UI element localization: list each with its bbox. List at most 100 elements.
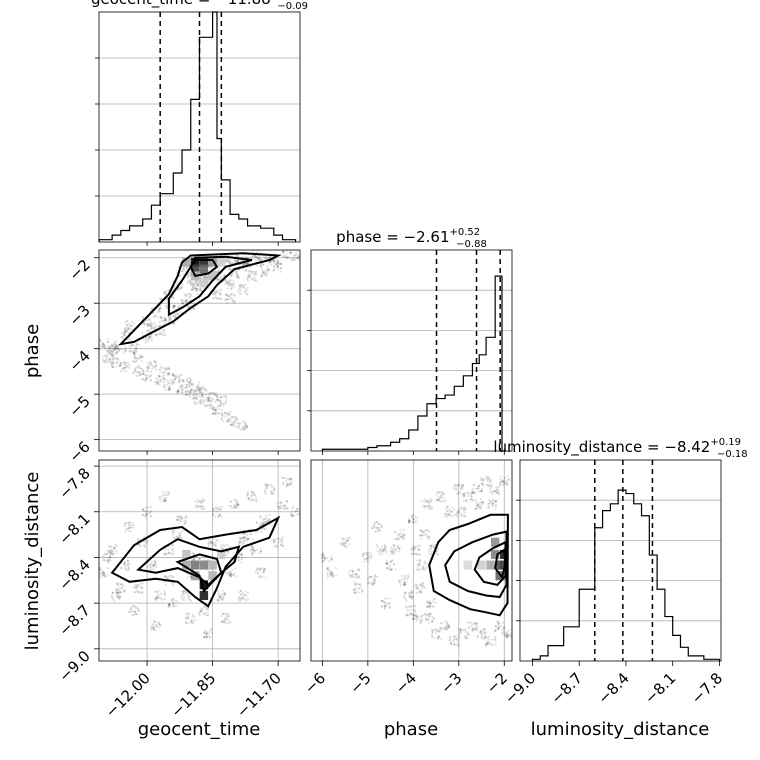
geocent-time-vs-phase-scatter-point — [209, 407, 212, 410]
geocent-time-vs-luminosity-distance-scatter-point — [257, 567, 260, 571]
geocent-time-vs-luminosity-distance-scatter-point — [134, 583, 137, 587]
geocent-time-vs-phase-scatter-point — [192, 302, 195, 305]
geocent-time-vs-phase-scatter-point — [254, 255, 258, 258]
geocent-time-vs-phase-scatter-point — [193, 287, 196, 290]
geocent-time-vs-phase-scatter-point — [204, 405, 207, 408]
geocent-time-vs-phase-scatter-point — [236, 418, 239, 421]
geocent-time-vs-luminosity-distance-scatter-point — [288, 484, 291, 487]
geocent-time-vs-phase-scatter-point — [171, 378, 174, 382]
geocent-time-vs-phase-scatter-point — [162, 333, 165, 337]
phase-vs-luminosity-distance-scatter-point — [321, 561, 324, 564]
geocent-time-vs-luminosity-distance-scatter-point — [163, 575, 167, 578]
geocent-time-vs-luminosity-distance-scatter-point — [252, 493, 255, 496]
geocent-time-vs-luminosity-distance-scatter-point — [288, 482, 291, 485]
geocent-time-vs-phase-scatter-point — [240, 292, 243, 296]
geocent-time-vs-phase-scatter-point — [229, 274, 233, 277]
geocent-time-vs-phase-scatter-point — [149, 374, 153, 377]
geocent-time-vs-luminosity-distance-scatter-point — [113, 599, 116, 602]
geocent-time-vs-phase-scatter-point — [214, 391, 217, 394]
phase-vs-luminosity-distance-scatter-point — [428, 548, 431, 551]
geocent-time-vs-phase-scatter-point — [105, 354, 108, 358]
geocent-time-vs-phase-scatter-point — [178, 304, 181, 307]
geocent-time-vs-phase-scatter-point — [188, 272, 191, 275]
phase-hist-title-plus: +0.52 — [450, 227, 481, 238]
geocent-time-vs-phase-scatter-point — [106, 350, 109, 353]
geocent-time-vs-phase-scatter-point — [154, 313, 157, 317]
phase-vs-luminosity-distance-scatter-point — [430, 544, 433, 547]
phase-vs-luminosity-distance-scatter-point — [443, 620, 446, 623]
phase-vs-luminosity-distance-scatter-point — [416, 568, 419, 571]
phase-vs-luminosity-distance-scatter-point — [396, 533, 399, 536]
geocent-time-vs-phase-scatter-point — [220, 412, 224, 415]
geocent-time-vs-phase-scatter-point — [217, 270, 220, 273]
geocent-time-vs-phase-scatter-point — [235, 260, 238, 263]
phase-vs-luminosity-distance-scatter-point — [379, 551, 382, 554]
geocent-time-vs-phase-scatter-point — [217, 278, 220, 281]
geocent-time-vs-phase-scatter-point — [229, 293, 233, 296]
geocent-time-vs-phase-scatter-point — [145, 338, 148, 341]
geocent-time-vs-phase-scatter-point — [236, 421, 239, 425]
phase-vs-luminosity-distance-scatter-point — [501, 479, 504, 483]
geocent-time-vs-phase-scatter-point — [149, 375, 152, 378]
geocent-time-vs-phase-scatter-point — [290, 251, 293, 254]
phase-vs-luminosity-distance-scatter-point — [448, 639, 451, 642]
geocent-time-vs-phase-scatter-point — [108, 349, 111, 352]
geocent-time-vs-luminosity-distance-scatter-point — [111, 553, 114, 556]
geocent-time-vs-phase-scatter-point — [132, 351, 136, 354]
geocent-time-vs-luminosity-distance-scatter-point — [211, 542, 214, 545]
geocent-time-vs-phase-scatter-point — [262, 270, 265, 274]
geocent-time-vs-luminosity-distance-scatter-point — [193, 500, 197, 503]
geocent-time-vs-luminosity-distance-scatter-point — [223, 544, 226, 547]
geocent-time-vs-luminosity-distance-scatter-point — [242, 536, 245, 539]
geocent-time-vs-luminosity-distance-scatter-point — [280, 543, 283, 546]
geocent-time-vs-phase-scatter-point — [191, 287, 195, 290]
geocent-time-vs-phase-scatter-point — [127, 338, 130, 341]
geocent-time-vs-luminosity-distance-scatter-point — [170, 599, 173, 602]
geocent-time-vs-luminosity-distance-scatter-point — [231, 573, 234, 576]
geocent-time-vs-phase-scatter-point — [168, 367, 171, 370]
phase-vs-luminosity-distance-scatter-point — [505, 633, 508, 636]
geocent-time-vs-luminosity-distance-scatter-point — [270, 490, 273, 493]
phase-vs-luminosity-distance-density-cell — [490, 537, 500, 547]
geocent-time-vs-luminosity-distance-scatter-point — [200, 610, 203, 613]
geocent-time-vs-phase-scatter-point — [208, 404, 212, 407]
geocent-time-vs-phase-scatter-point — [110, 362, 114, 365]
geocent-time-vs-phase-scatter-point — [192, 391, 195, 394]
geocent-time-vs-luminosity-distance-scatter-point — [263, 570, 266, 573]
phase-vs-luminosity-distance-scatter-point — [458, 637, 461, 640]
geocent-time-vs-luminosity-distance-scatter-point — [211, 542, 214, 545]
geocent-time-vs-phase-scatter-point — [200, 385, 204, 389]
geocent-time-vs-luminosity-distance-scatter-point — [251, 498, 254, 501]
geocent-time-vs-luminosity-distance-density-cell — [199, 591, 209, 601]
phase-vs-luminosity-distance-scatter-point — [457, 511, 460, 514]
phase-vs-luminosity-distance-scatter-point — [394, 548, 397, 551]
geocent-time-vs-luminosity-distance-scatter-point — [115, 588, 118, 591]
geocent-time-vs-phase-scatter-point — [198, 388, 201, 391]
geocent-time-vs-phase-scatter-point — [159, 332, 162, 335]
phase-vs-luminosity-distance-scatter-point — [491, 502, 494, 505]
geocent-time-vs-luminosity-distance-scatter-point — [219, 597, 222, 600]
geocent-time-vs-phase-scatter-point — [137, 343, 140, 347]
geocent-time-vs-luminosity-distance-scatter-point — [221, 547, 225, 550]
geocent-time-vs-luminosity-distance-scatter-point — [215, 539, 218, 542]
geocent-time-vs-phase-scatter-point — [160, 319, 163, 322]
geocent-time-vs-luminosity-distance-scatter-point — [240, 558, 243, 561]
phase-vs-luminosity-distance-scatter-point — [357, 583, 360, 586]
geocent-time-vs-phase-scatter-point — [120, 367, 124, 370]
geocent-time-vs-phase-scatter-point — [162, 376, 165, 380]
geocent-time-vs-luminosity-distance-scatter-point — [152, 624, 155, 627]
geocent-time-vs-phase-scatter-point — [222, 420, 225, 423]
geocent-time-vs-luminosity-distance-scatter-point — [135, 584, 138, 587]
geocent-time-vs-luminosity-distance-scatter-point — [280, 476, 284, 479]
geocent-time-vs-phase-scatter-point — [264, 255, 267, 258]
geocent-time-vs-phase-scatter-point — [103, 347, 107, 350]
geocent-time-vs-phase-scatter-point — [267, 269, 270, 272]
geocent-time-vs-phase-scatter-point — [169, 316, 172, 320]
phase-vs-luminosity-distance-scatter-point — [472, 627, 475, 630]
geocent-time-vs-phase-scatter-point — [273, 260, 276, 263]
phase-vs-luminosity-distance-scatter-point — [420, 591, 423, 594]
geocent-time-vs-phase-scatter-point — [164, 368, 167, 371]
geocent-time-vs-luminosity-distance-scatter-point — [186, 576, 189, 579]
geocent-time-vs-luminosity-distance-scatter-point — [128, 526, 131, 529]
geocent-time-vs-luminosity-distance-scatter-point — [270, 483, 273, 486]
